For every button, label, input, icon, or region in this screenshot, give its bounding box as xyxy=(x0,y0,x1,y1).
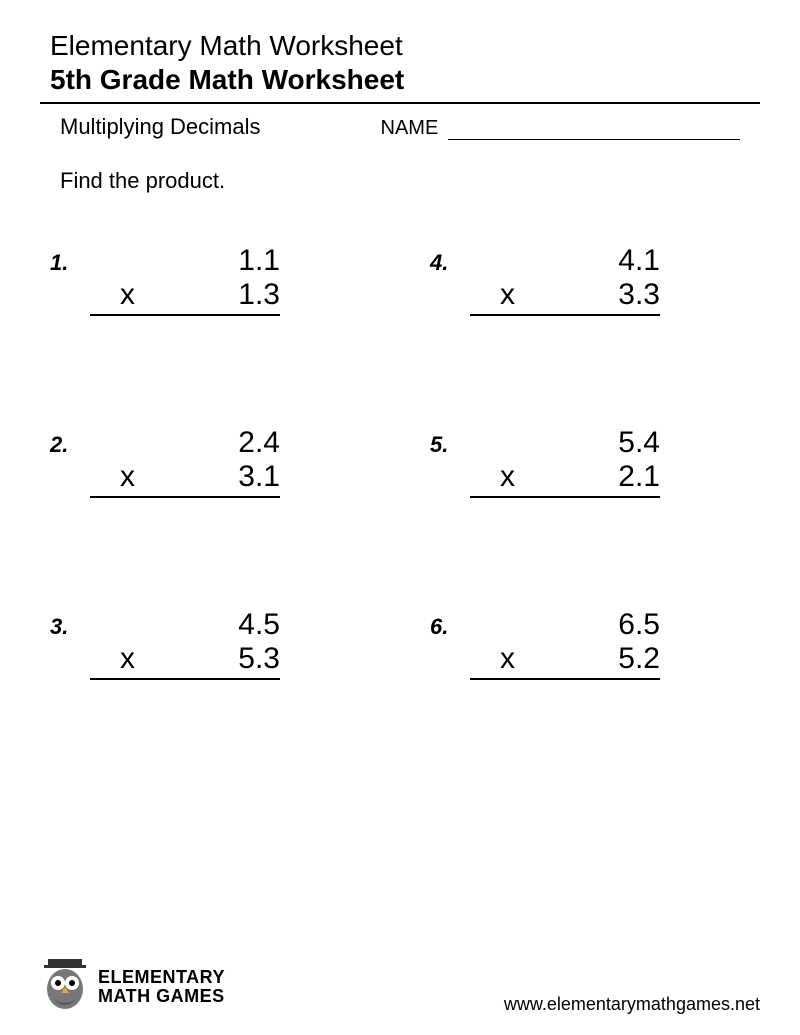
top-operand: 4.1 xyxy=(470,244,660,278)
problem-number: 1. xyxy=(50,244,90,276)
bottom-operand: 2.1 xyxy=(618,460,660,494)
topic-row: Multiplying Decimals NAME xyxy=(40,114,760,140)
topic-text: Multiplying Decimals xyxy=(60,114,261,140)
logo: ELEMENTARY MATH GAMES xyxy=(40,959,225,1015)
problem-body: 5.4 x 2.1 xyxy=(470,426,690,498)
bottom-row: x 5.3 xyxy=(90,642,280,680)
bottom-row: x 3.3 xyxy=(470,278,660,316)
logo-line1: ELEMENTARY xyxy=(98,968,225,987)
operator: x xyxy=(120,642,135,676)
problem-2: 2. 2.4 x 3.1 xyxy=(50,426,370,498)
problem-number: 4. xyxy=(430,244,470,276)
problem-5: 5. 5.4 x 2.1 xyxy=(430,426,750,498)
bottom-operand: 5.2 xyxy=(618,642,660,676)
bottom-row: x 3.1 xyxy=(90,460,280,498)
problem-body: 6.5 x 5.2 xyxy=(470,608,690,680)
problem-number: 6. xyxy=(430,608,470,640)
page-title: Elementary Math Worksheet xyxy=(40,30,760,62)
operator: x xyxy=(120,460,135,494)
bottom-operand: 5.3 xyxy=(238,642,280,676)
logo-text: ELEMENTARY MATH GAMES xyxy=(98,968,225,1006)
problem-6: 6. 6.5 x 5.2 xyxy=(430,608,750,680)
top-operand: 5.4 xyxy=(470,426,660,460)
operator: x xyxy=(120,278,135,312)
bottom-row: x 5.2 xyxy=(470,642,660,680)
top-operand: 2.4 xyxy=(90,426,280,460)
bottom-operand: 3.3 xyxy=(618,278,660,312)
bottom-operand: 3.1 xyxy=(238,460,280,494)
instruction-text: Find the product. xyxy=(40,168,760,194)
problems-grid: 1. 1.1 x 1.3 4. 4.1 x 3.3 2. 2.4 x 3.1 xyxy=(40,244,760,680)
problem-number: 3. xyxy=(50,608,90,640)
problem-number: 2. xyxy=(50,426,90,458)
operator: x xyxy=(500,278,515,312)
problem-body: 1.1 x 1.3 xyxy=(90,244,310,316)
operator: x xyxy=(500,642,515,676)
footer: ELEMENTARY MATH GAMES www.elementarymath… xyxy=(40,959,760,1015)
logo-line2: MATH GAMES xyxy=(98,987,225,1006)
bottom-row: x 2.1 xyxy=(470,460,660,498)
name-label: NAME xyxy=(381,117,439,140)
problem-3: 3. 4.5 x 5.3 xyxy=(50,608,370,680)
top-operand: 6.5 xyxy=(470,608,660,642)
bottom-operand: 1.3 xyxy=(238,278,280,312)
problem-number: 5. xyxy=(430,426,470,458)
problem-4: 4. 4.1 x 3.3 xyxy=(430,244,750,316)
name-input-line[interactable] xyxy=(448,120,740,140)
operator: x xyxy=(500,460,515,494)
problem-body: 4.1 x 3.3 xyxy=(470,244,690,316)
problem-body: 4.5 x 5.3 xyxy=(90,608,310,680)
problem-body: 2.4 x 3.1 xyxy=(90,426,310,498)
footer-url: www.elementarymathgames.net xyxy=(504,994,760,1015)
top-operand: 4.5 xyxy=(90,608,280,642)
bottom-row: x 1.3 xyxy=(90,278,280,316)
owl-icon xyxy=(40,959,90,1015)
top-operand: 1.1 xyxy=(90,244,280,278)
problem-1: 1. 1.1 x 1.3 xyxy=(50,244,370,316)
page-subtitle: 5th Grade Math Worksheet xyxy=(40,64,760,104)
